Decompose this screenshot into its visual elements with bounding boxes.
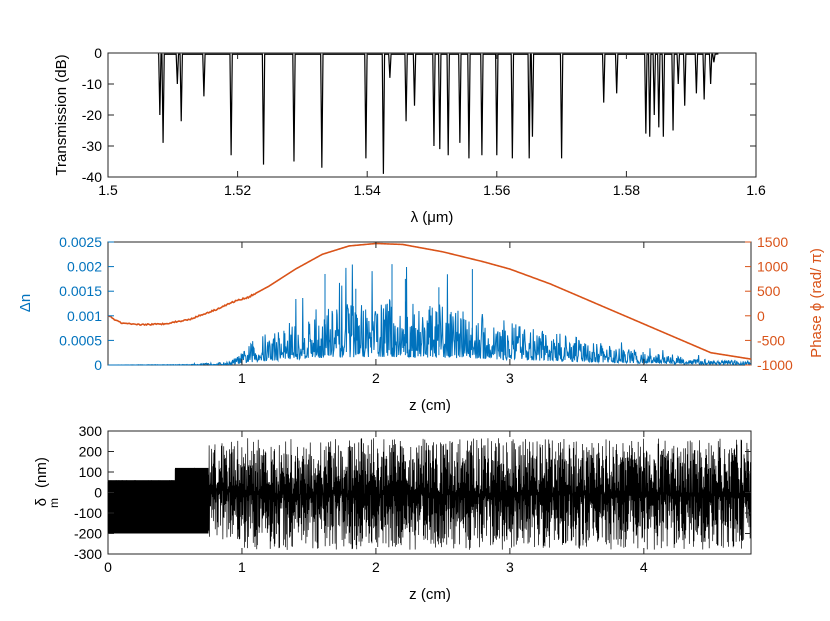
- phase-y-label: Phase ϕ (rad/ π): [808, 248, 825, 358]
- transmission-x-ticks: 1.5 1.52 1.54 1.56 1.58 1.6: [98, 53, 766, 198]
- transmission-x-tick-label: 1.56: [483, 182, 510, 198]
- transmission-y-ticks: 0 -10 -20 -30 -40: [82, 45, 756, 185]
- index-y-tick-label: 0.0005: [59, 332, 102, 348]
- transmission-x-tick-label: 1.6: [746, 182, 766, 198]
- period-chirp-x-tick-label: 1: [238, 559, 246, 575]
- index-phase-x-tick-label: 1: [238, 370, 246, 386]
- phase-line: [107, 242, 752, 360]
- phase-y-tick-label: 500: [757, 283, 781, 299]
- period-chirp-y-ticks: 300 200 100 0 -100 -200 -300: [74, 423, 751, 562]
- period-chirp-x-tick-label: 0: [104, 559, 112, 575]
- index-y-tick-label: 0.002: [67, 259, 102, 275]
- period-chirp-y-tick-label: 200: [79, 444, 103, 460]
- period-chirp-panel: 0 1 2 3 4 300 200 100 0 -100 -200 -300 z (cm) δ m …: [33, 423, 752, 603]
- index-phase-axes-box: [107, 241, 752, 366]
- period-chirp-x-label: z (cm): [409, 586, 451, 603]
- transmission-y-label: Transmission (dB): [53, 54, 70, 175]
- phase-y-ticks: -1000 -500 0 500 1000 1500: [745, 234, 793, 373]
- delta-subscript: m: [47, 498, 61, 508]
- delta-symbol: δ: [33, 498, 50, 506]
- transmission-line: [157, 53, 719, 174]
- period-chirp-x-tick-label: 4: [640, 559, 648, 575]
- transmission-axes-box: [107, 52, 757, 178]
- transmission-y-tick-label: -30: [82, 138, 102, 154]
- transmission-x-tick-label: 1.54: [354, 182, 381, 198]
- index-phase-x-ticks: 1 2 3 4: [238, 242, 648, 386]
- period-chirp-x-tick-label: 2: [372, 559, 380, 575]
- period-chirp-x-tick-label: 3: [506, 559, 514, 575]
- phase-y-tick-label: 0: [757, 308, 765, 324]
- transmission-x-tick-label: 1.52: [224, 182, 251, 198]
- index-y-tick-label: 0.0025: [59, 234, 102, 250]
- period-chirp-y-tick-label: 300: [79, 423, 103, 439]
- index-y-tick-label: 0: [94, 357, 102, 373]
- transmission-plot: [157, 53, 719, 174]
- period-chirp-x-ticks: 0 1 2 3 4: [104, 431, 648, 575]
- index-y-ticks: 0 0.0005 0.001 0.0015 0.002 0.0025: [59, 234, 114, 373]
- index-phase-panel: 1 2 3 4 0 0.0005 0.001 0.0015 0.002 0.0025 -1000…: [17, 234, 825, 414]
- transmission-y-tick-label: -20: [82, 107, 102, 123]
- transmission-x-label: λ (μm): [411, 209, 454, 226]
- delta-unit: (nm): [33, 457, 50, 488]
- transmission-y-tick-label: 0: [94, 45, 102, 61]
- index-phase-x-tick-label: 3: [506, 370, 514, 386]
- period-chirp-y-tick-label: -300: [74, 546, 102, 562]
- transmission-x-tick-label: 1.5: [98, 182, 118, 198]
- period-chirp-y-tick-label: 0: [94, 485, 102, 501]
- period-chirp-y-tick-label: -200: [74, 526, 102, 542]
- period-chirp-line: [107, 438, 752, 550]
- index-phase-x-tick-label: 4: [640, 370, 648, 386]
- period-chirp-y-tick-label: -100: [74, 505, 102, 521]
- phase-y-tick-label: -500: [757, 332, 785, 348]
- period-chirp-y-tick-label: 100: [79, 464, 103, 480]
- phase-y-tick-label: 1000: [757, 259, 788, 275]
- transmission-x-tick-label: 1.58: [613, 182, 640, 198]
- phase-y-tick-label: -1000: [757, 357, 793, 373]
- transmission-panel: 1.5 1.52 1.54 1.56 1.58 1.6 0 -10 -20 -30 -40 λ (…: [53, 45, 766, 226]
- index-y-tick-label: 0.001: [67, 308, 102, 324]
- phase-y-tick-label: 1500: [757, 234, 788, 250]
- period-chirp-plot: [107, 438, 752, 550]
- period-chirp-y-label: δ m (nm): [33, 457, 61, 508]
- index-y-tick-label: 0.0015: [59, 283, 102, 299]
- index-y-label: Δn: [17, 294, 34, 312]
- transmission-y-tick-label: -40: [82, 169, 102, 185]
- index-phase-x-label: z (cm): [409, 397, 451, 414]
- transmission-y-tick-label: -10: [82, 76, 102, 92]
- index-phase-x-tick-label: 2: [372, 370, 380, 386]
